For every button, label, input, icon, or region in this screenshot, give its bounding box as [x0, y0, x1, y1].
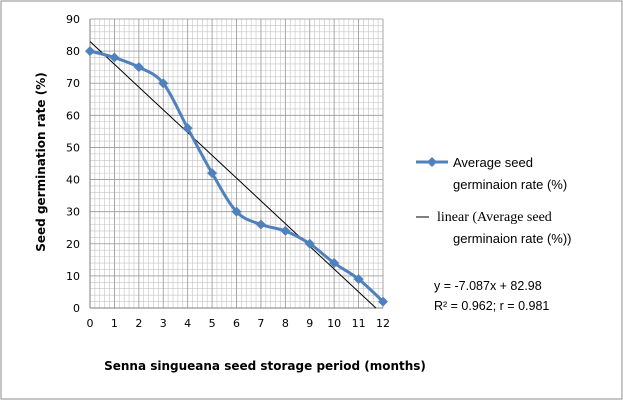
x-tick-label: 8: [282, 317, 289, 330]
y-tick-label: 40: [66, 174, 80, 187]
x-tick-label: 7: [257, 317, 264, 330]
legend: Average seed germinaion rate (%) linear …: [416, 155, 572, 246]
x-tick-label: 4: [184, 317, 191, 330]
data-point: [378, 296, 388, 307]
data-point: [207, 168, 218, 179]
y-axis-title: Seed germination rate (%): [34, 72, 48, 251]
y-tick-label: 60: [66, 109, 80, 122]
x-tick-label: 11: [352, 317, 366, 330]
legend-trend-label-line1: linear (Average seed: [437, 210, 552, 225]
x-tick-label: 0: [87, 317, 94, 330]
data-point: [109, 52, 120, 63]
y-tick-label: 0: [73, 302, 80, 315]
legend-series-label-line2: germinaion rate (%): [453, 177, 567, 192]
data-point: [280, 225, 291, 236]
trend-r-squared: R² = 0.962; r = 0.981: [434, 299, 549, 313]
series-layer: [85, 46, 388, 307]
data-point: [329, 258, 340, 269]
legend-series-label-line1: Average seed: [453, 155, 533, 170]
data-point: [231, 206, 242, 217]
y-tick-label: 10: [66, 270, 80, 283]
x-tick-label: 10: [327, 317, 341, 330]
x-tick-label: 12: [376, 317, 390, 330]
x-tick-label: 9: [306, 317, 313, 330]
data-point: [304, 238, 315, 249]
y-tick-label: 50: [66, 141, 80, 154]
data-point: [182, 123, 193, 134]
y-tick-label: 80: [66, 45, 80, 58]
trend-equation: y = -7.087x + 82.98: [434, 279, 542, 293]
trendline: [89, 41, 377, 309]
data-point: [85, 46, 95, 57]
y-tick-label: 70: [66, 77, 80, 90]
y-tick-label: 30: [66, 206, 80, 219]
data-point: [158, 78, 169, 89]
data-point: [133, 62, 144, 73]
y-tick-label: 20: [66, 238, 80, 251]
x-tick-label: 3: [160, 317, 167, 330]
legend-series-marker: [427, 157, 437, 167]
trendline-layer: [89, 41, 377, 309]
x-axis-title: Senna singueana seed storage period (mon…: [104, 359, 426, 373]
axes: [89, 19, 383, 309]
legend-trend-label-line2: germinaion rate (%)): [453, 231, 572, 246]
x-tick-label: 6: [233, 317, 240, 330]
grid: [89, 18, 384, 309]
x-tick-label: 2: [135, 317, 142, 330]
x-tick-label: 1: [111, 317, 118, 330]
y-tick-label: 90: [66, 13, 80, 26]
data-point: [255, 219, 266, 230]
data-point: [353, 274, 364, 285]
x-tick-label: 5: [209, 317, 216, 330]
